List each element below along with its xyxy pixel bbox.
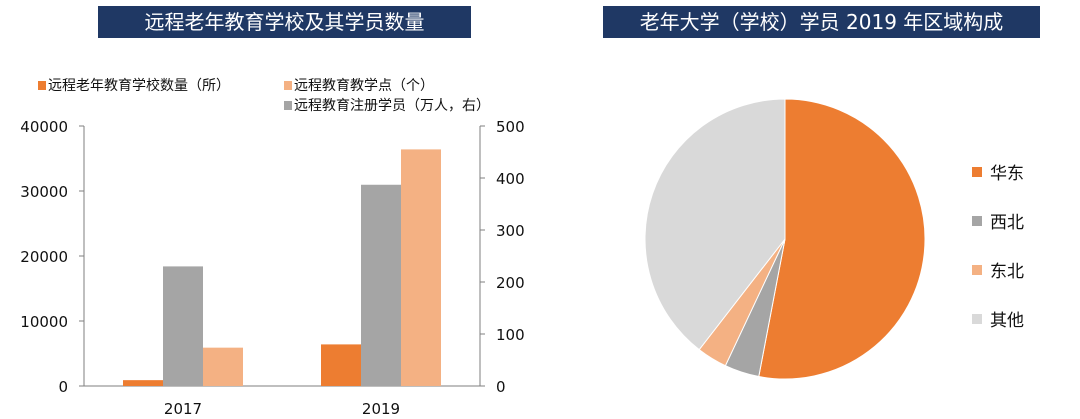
left-y-tick-label: 0 [58,378,68,396]
x-tick-label: 2019 [362,400,400,418]
left-y-tick-label: 30000 [20,183,68,201]
legend-swatch [972,167,982,177]
left-y-tick-label: 20000 [20,248,68,266]
legend-swatch [972,265,982,275]
bar-chart: 0 10000 20000 30000 40000 0 100 200 300 400 500 201… [20,77,525,418]
bar [361,184,401,386]
legend-swatch [972,216,982,226]
bar [321,344,361,386]
legend-label: 远程教育教学点（个） [294,78,434,94]
legend-swatch [284,101,292,110]
bar [163,266,203,386]
legend-label: 远程教育注册学员（万人，右） [294,98,490,114]
right-y-tick-label: 0 [496,378,506,396]
right-y-tick-label: 400 [496,170,525,188]
legend-label: 东北 [990,262,1024,282]
legend-label: 其他 [990,311,1024,331]
bar [401,149,441,386]
legend-swatch [284,81,292,90]
x-tick-label: 2017 [164,400,202,418]
legend-label: 远程老年教育学校数量（所） [48,77,230,94]
bar [203,347,243,386]
pie-slice [758,98,926,380]
pie-chart-title: 老年大学（学校）学员 2019 年区域构成 [603,6,1040,38]
pie-slice [644,98,786,351]
legend-label: 华东 [990,164,1024,184]
legend-swatch [972,314,982,324]
right-y-tick-label: 100 [496,326,525,344]
right-y-tick-label: 500 [496,118,525,136]
left-y-tick-label: 40000 [20,118,68,136]
left-y-tick-label: 10000 [20,313,68,331]
legend-label: 西北 [990,213,1024,233]
right-y-tick-label: 200 [496,274,525,292]
bar-chart-title: 远程老年教育学校及其学员数量 [98,6,471,38]
bar [123,380,163,386]
legend-swatch [38,81,46,90]
right-y-tick-label: 300 [496,222,525,240]
